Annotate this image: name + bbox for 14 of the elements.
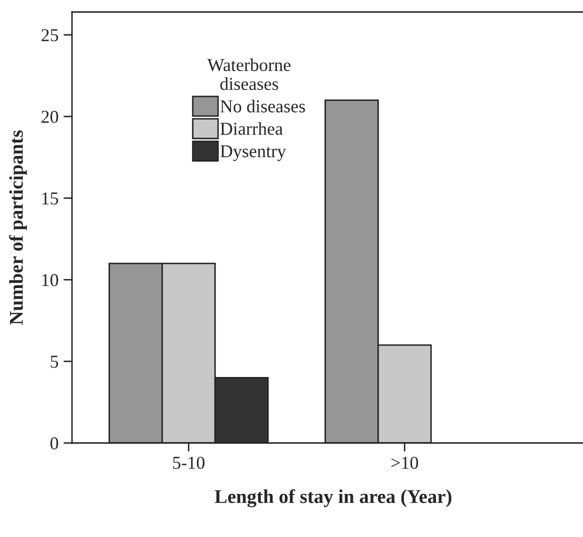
y-tick-label: 25 bbox=[42, 29, 58, 42]
x-tick-label: 5-10 bbox=[173, 456, 204, 469]
x-tick-label: >10 bbox=[391, 456, 418, 469]
legend-label: No diseases bbox=[220, 100, 305, 112]
y-tick-label: 0 bbox=[50, 437, 58, 450]
legend-title: Waterborne diseases bbox=[207, 58, 290, 90]
legend-label: Dysentry bbox=[220, 145, 286, 162]
y-tick-label: 20 bbox=[42, 110, 58, 123]
legend-label: Diarrhea bbox=[220, 122, 283, 135]
y-tick-label: 15 bbox=[42, 192, 58, 205]
y-axis-title: Number of participants bbox=[9, 130, 27, 325]
y-tick-label: 5 bbox=[50, 356, 58, 368]
x-axis-title: Length of stay in area (Year) bbox=[214, 489, 452, 508]
y-tick-label: 10 bbox=[42, 274, 58, 286]
